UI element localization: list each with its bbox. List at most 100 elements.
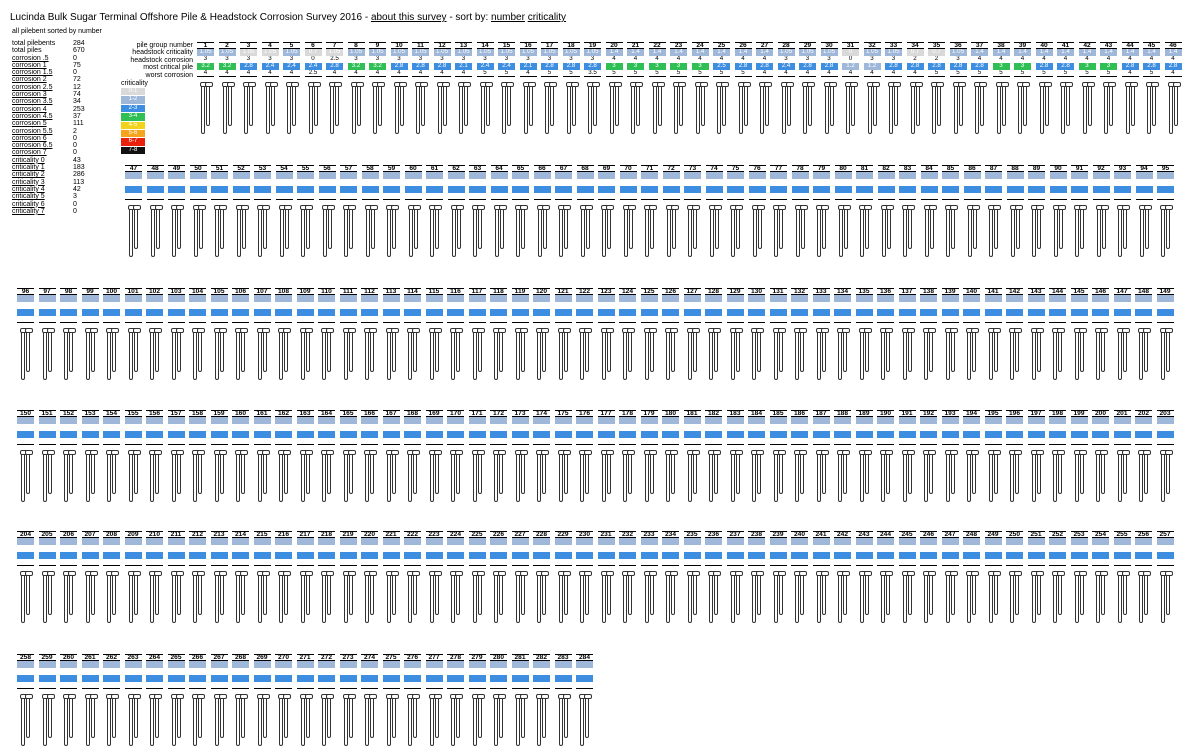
pilebent-column[interactable]: 54 — [275, 165, 293, 257]
pilebent-column[interactable]: 91 — [1071, 165, 1088, 257]
pilebent-column[interactable]: 140 — [963, 288, 980, 380]
pilebent-column[interactable]: 116 — [447, 288, 464, 380]
pilebent-column[interactable]: 260 — [60, 654, 77, 746]
stat-label[interactable]: corrosion 4.5 — [12, 112, 53, 120]
pilebent-column[interactable]: 147 — [1113, 288, 1131, 380]
pilebent-column[interactable]: 216 — [275, 531, 292, 623]
pilebent-column[interactable]: 2 1.05 3 3.2 4 — [218, 42, 236, 134]
pilebent-column[interactable]: 40 1.4 4 2.8 5 — [1035, 42, 1053, 134]
pilebent-column[interactable]: 119 — [511, 288, 529, 380]
pilebent-column[interactable]: 198 — [1049, 410, 1066, 502]
pilebent-column[interactable]: 203 — [1156, 410, 1174, 502]
pilebent-column[interactable]: 38 1.4 4 3 5 — [992, 42, 1010, 134]
stat-row[interactable]: corrosion 1 75 — [12, 62, 81, 69]
pilebent-column[interactable]: 48 — [146, 165, 164, 257]
pilebent-column[interactable]: 137 — [898, 288, 916, 380]
pilebent-column[interactable]: 87 — [985, 165, 1002, 257]
stat-label[interactable]: criticality 6 — [12, 200, 45, 208]
pilebent-column[interactable]: 13 1.05 3 2.1 4 — [455, 42, 472, 134]
pilebent-column[interactable]: 76 — [748, 165, 766, 257]
pilebent-column[interactable]: 239 — [769, 531, 787, 623]
pilebent-column[interactable]: 8 1.05 3 3.2 4 — [347, 42, 365, 134]
pilebent-column[interactable]: 120 — [533, 288, 550, 380]
stat-label[interactable]: corrosion 7 — [12, 149, 47, 157]
pilebent-column[interactable]: 134 — [834, 288, 851, 380]
stat-row[interactable]: criticality 0 43 — [12, 157, 81, 164]
pilebent-column[interactable]: 10 1.05 3 2.8 4 — [390, 42, 408, 134]
pilebent-column[interactable]: 227 — [511, 531, 529, 623]
pilebent-column[interactable]: 190 — [877, 410, 894, 502]
pilebent-column[interactable]: 185 — [769, 410, 787, 502]
stat-label[interactable]: corrosion .5 — [12, 54, 49, 62]
pilebent-column[interactable]: 86 — [963, 165, 981, 257]
pilebent-column[interactable]: 83 — [899, 165, 916, 257]
pilebent-column[interactable]: 173 — [511, 410, 529, 502]
stat-label[interactable]: corrosion 1.5 — [12, 69, 53, 77]
pilebent-column[interactable]: 124 — [619, 288, 636, 380]
sort-criticality-link[interactable]: criticality — [527, 12, 567, 23]
stat-label[interactable]: criticality 2 — [12, 171, 45, 179]
pilebent-column[interactable]: 36 1.05 3 2.8 5 — [949, 42, 967, 134]
stat-label[interactable]: criticality 5 — [12, 193, 45, 201]
pilebent-column[interactable]: 63 — [469, 165, 486, 257]
pilebent-column[interactable]: 200 — [1092, 410, 1109, 502]
pilebent-column[interactable]: 237 — [726, 531, 744, 623]
pilebent-column[interactable]: 176 — [576, 410, 593, 502]
pilebent-column[interactable]: 165 — [339, 410, 357, 502]
pilebent-column[interactable]: 169 — [425, 410, 443, 502]
stat-label[interactable]: criticality 7 — [12, 207, 45, 215]
pilebent-column[interactable]: 108 — [275, 288, 292, 380]
stat-label[interactable]: criticality 4 — [12, 185, 45, 193]
pilebent-column[interactable]: 138 — [920, 288, 937, 380]
pilebent-column[interactable]: 156 — [146, 410, 163, 502]
pilebent-column[interactable]: 17 1.05 3 2.8 5 — [541, 42, 558, 134]
pilebent-column[interactable]: 243 — [855, 531, 873, 623]
pilebent-column[interactable]: 163 — [296, 410, 314, 502]
pilebent-column[interactable]: 210 — [146, 531, 163, 623]
pilebent-column[interactable]: 47 — [125, 165, 142, 257]
pilebent-column[interactable]: 197 — [1027, 410, 1045, 502]
pilebent-column[interactable]: 115 — [425, 288, 443, 380]
pilebent-column[interactable]: 218 — [318, 531, 335, 623]
about-survey-link[interactable]: about this survey — [370, 12, 447, 23]
pilebent-column[interactable]: 62 — [447, 165, 465, 257]
pilebent-column[interactable]: 143 — [1027, 288, 1045, 380]
pilebent-column[interactable]: 73 — [684, 165, 701, 257]
pilebent-column[interactable]: 61 — [426, 165, 443, 257]
pilebent-column[interactable]: 241 — [812, 531, 830, 623]
pilebent-column[interactable]: 215 — [253, 531, 271, 623]
pilebent-column[interactable]: 24 1.4 4 3 5 — [691, 42, 709, 134]
pilebent-column[interactable]: 256 — [1135, 531, 1152, 623]
pilebent-column[interactable]: 96 — [17, 288, 34, 380]
pilebent-column[interactable]: 136 — [877, 288, 894, 380]
pilebent-column[interactable]: 123 — [597, 288, 615, 380]
pilebent-column[interactable]: 99 — [81, 288, 99, 380]
pilebent-column[interactable]: 269 — [253, 654, 271, 746]
pilebent-column[interactable]: 229 — [554, 531, 572, 623]
pilebent-column[interactable]: 272 — [318, 654, 335, 746]
pilebent-column[interactable]: 9 1.05 3 3.2 4 — [369, 42, 386, 134]
pilebent-column[interactable]: 171 — [468, 410, 486, 502]
pilebent-column[interactable]: 46 1.4 4 2.8 4 — [1164, 42, 1182, 134]
pilebent-column[interactable]: 81 — [856, 165, 873, 257]
pilebent-column[interactable]: 152 — [60, 410, 77, 502]
stat-row[interactable]: corrosion 2 72 — [12, 76, 81, 83]
pilebent-column[interactable]: 248 — [963, 531, 980, 623]
pilebent-column[interactable]: 110 — [318, 288, 335, 380]
pilebent-column[interactable]: 275 — [382, 654, 400, 746]
pilebent-column[interactable]: 281 — [511, 654, 529, 746]
pilebent-column[interactable]: 231 — [597, 531, 615, 623]
pilebent-column[interactable]: 107 — [253, 288, 271, 380]
pilebent-column[interactable]: 199 — [1070, 410, 1088, 502]
pilebent-column[interactable]: 201 — [1113, 410, 1131, 502]
stat-row[interactable]: corrosion 5.5 2 — [12, 128, 77, 135]
pilebent-column[interactable]: 32 1.05 3 1.2 4 — [863, 42, 881, 134]
pilebent-column[interactable]: 146 — [1092, 288, 1109, 380]
pilebent-column[interactable]: 118 — [490, 288, 507, 380]
pilebent-column[interactable]: 67 — [555, 165, 572, 257]
pilebent-column[interactable]: 16 1.05 3 2.1 4 — [519, 42, 537, 134]
pilebent-column[interactable]: 130 — [748, 288, 765, 380]
pilebent-column[interactable]: 191 — [898, 410, 916, 502]
pilebent-column[interactable]: 254 — [1092, 531, 1109, 623]
